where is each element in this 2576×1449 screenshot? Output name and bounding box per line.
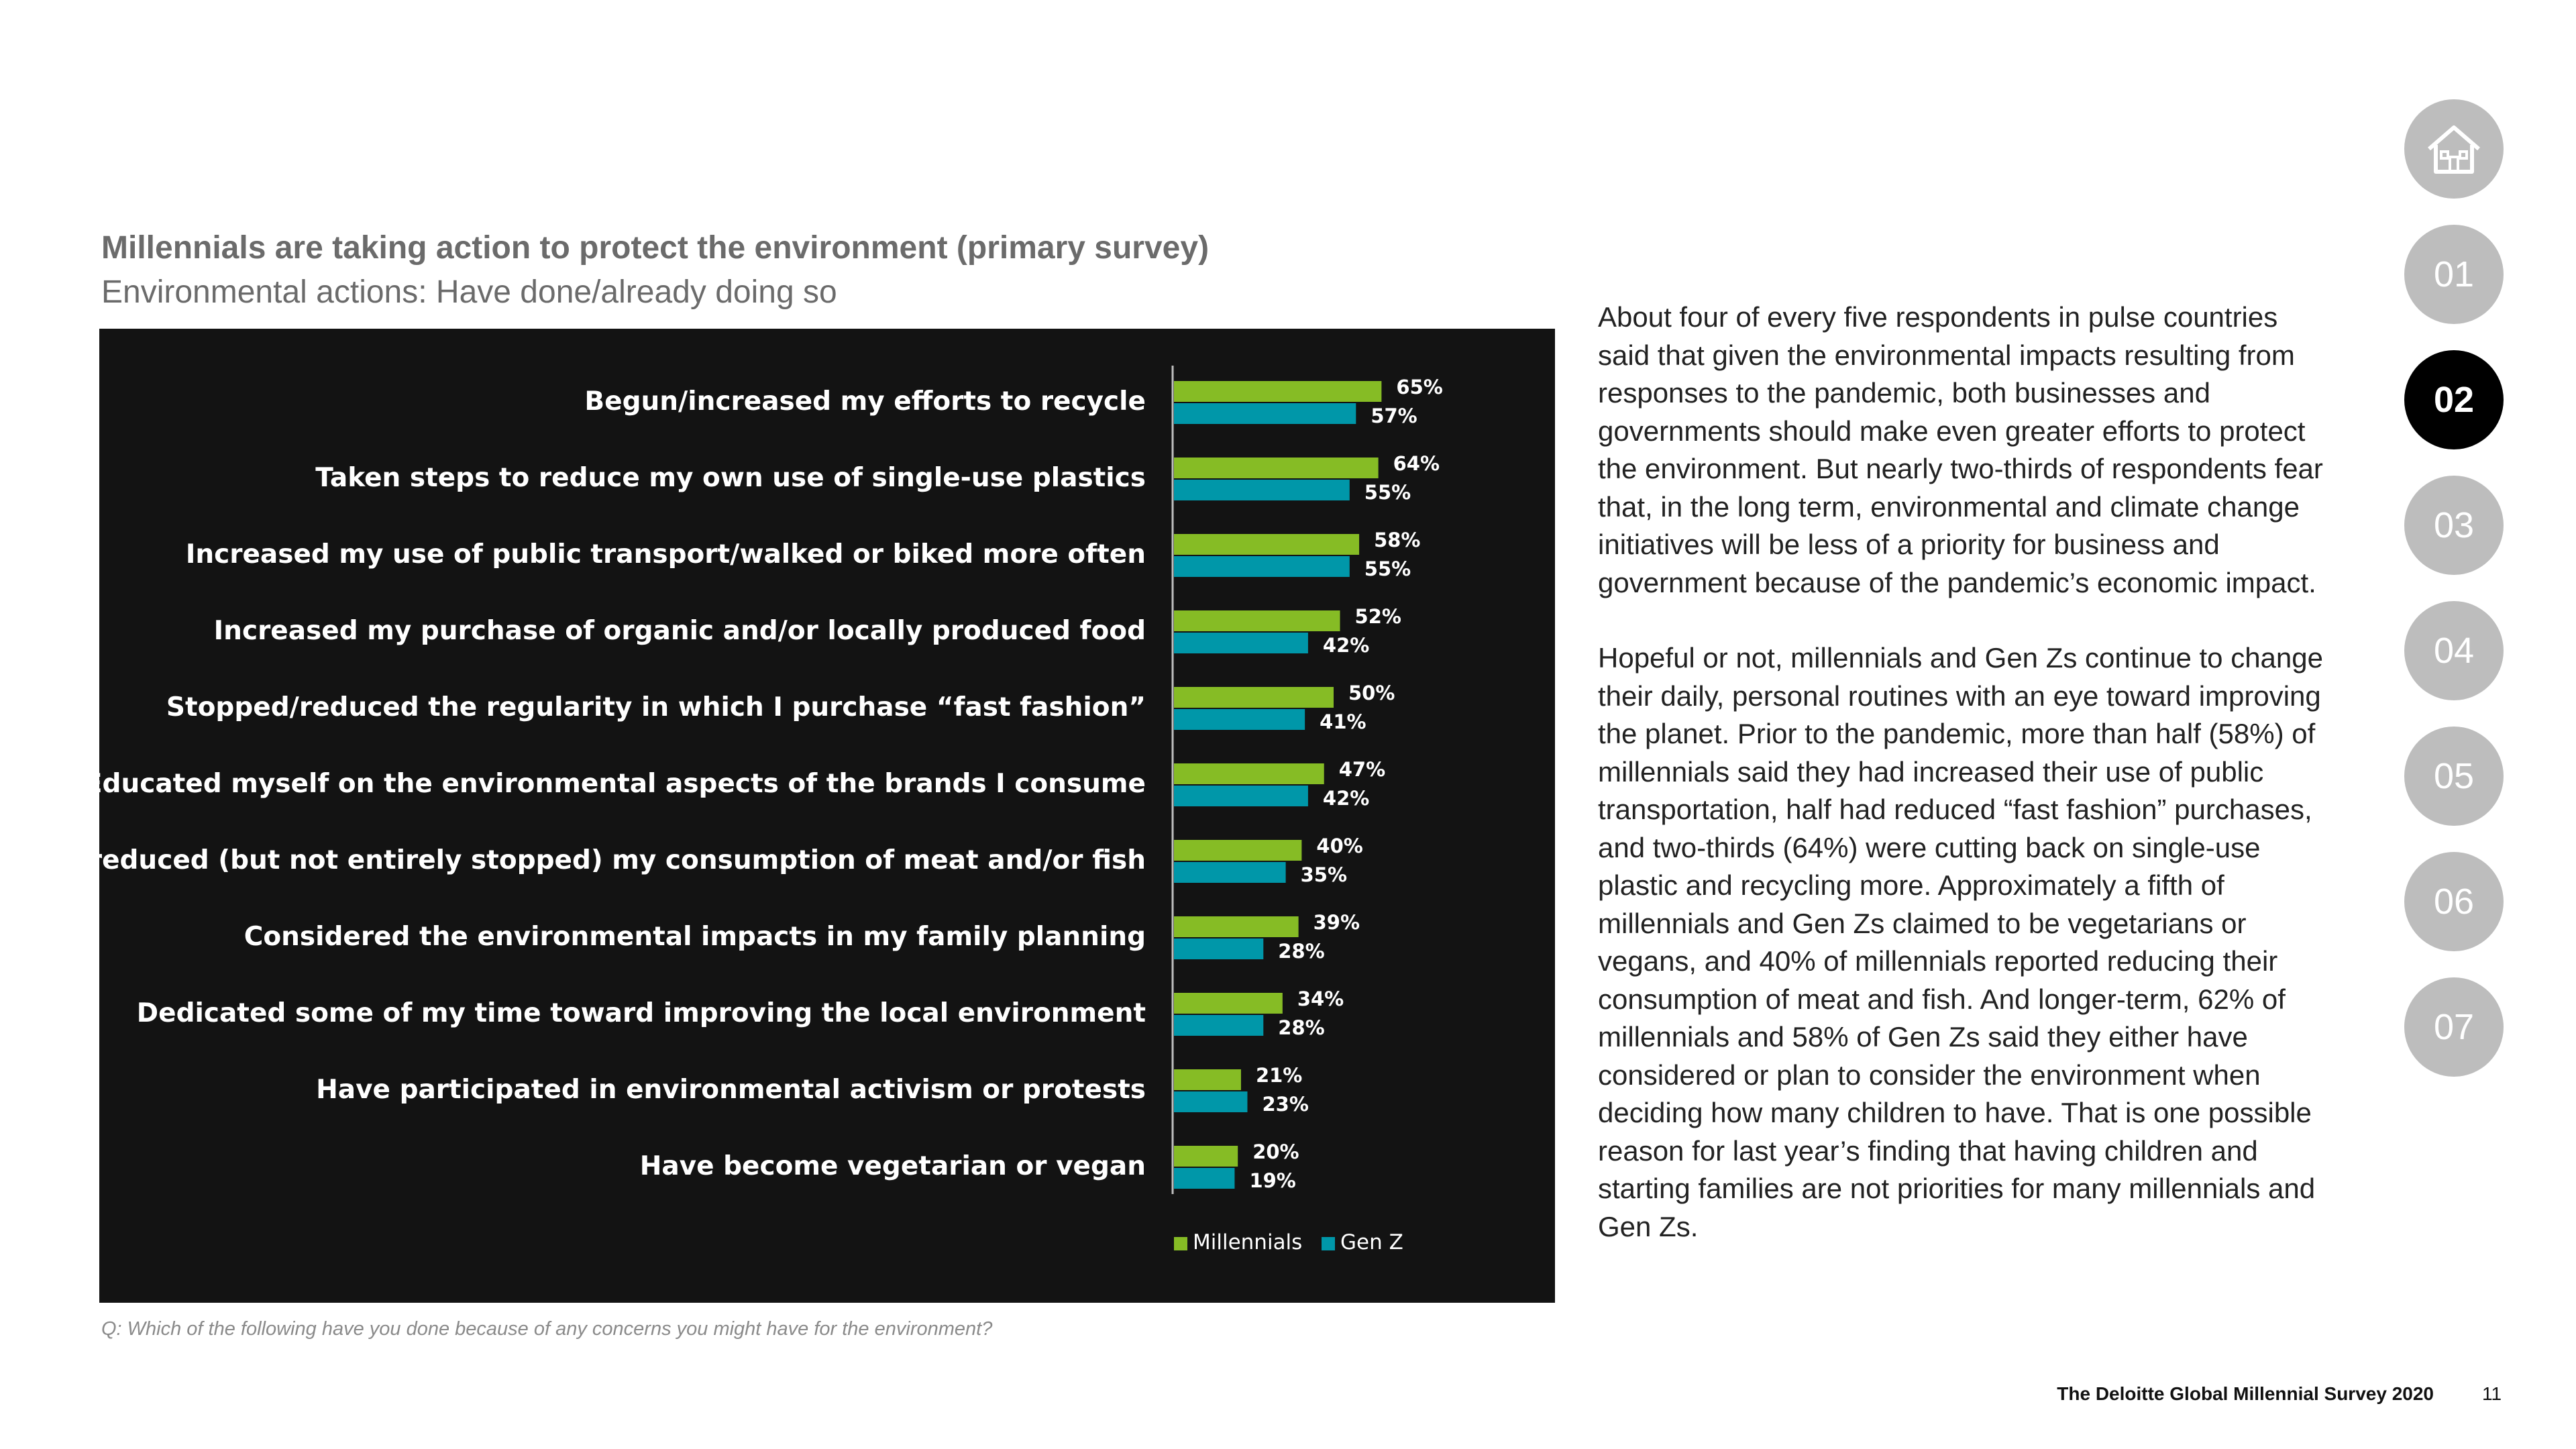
legend-swatch-millennials bbox=[1174, 1237, 1187, 1250]
bar-millennials bbox=[1174, 534, 1360, 555]
data-label: 21% bbox=[1256, 1064, 1302, 1087]
category-label: Begun/increased my efforts to recycle bbox=[584, 386, 1146, 417]
bar-millennials bbox=[1174, 381, 1382, 402]
category-label: Have participated in environmental activ… bbox=[316, 1075, 1146, 1105]
bar-genz bbox=[1174, 862, 1286, 883]
body-paragraph-1: About four of every five respondents in … bbox=[1598, 301, 2323, 598]
category-label: Educated myself on the environmental asp… bbox=[99, 769, 1146, 799]
bar-genz bbox=[1174, 1168, 1235, 1189]
bar-millennials bbox=[1174, 1069, 1241, 1090]
nav-item-04[interactable]: 04 bbox=[2404, 601, 2504, 700]
data-label: 40% bbox=[1316, 835, 1362, 857]
data-label: 39% bbox=[1313, 911, 1360, 934]
nav-item-05[interactable]: 05 bbox=[2404, 727, 2504, 826]
legend-label-millennials: Millennials bbox=[1193, 1230, 1302, 1254]
nav-item-07[interactable]: 07 bbox=[2404, 977, 2504, 1077]
page-number: 11 bbox=[2482, 1383, 2502, 1404]
category-label: Considered the environmental impacts in … bbox=[244, 922, 1146, 952]
chart-subtitle: Environmental actions: Have done/already… bbox=[101, 274, 837, 310]
data-label: 65% bbox=[1396, 376, 1442, 398]
bar-chart: Begun/increased my efforts to recycle 65%… bbox=[99, 366, 1443, 1254]
category-label: Increased my use of public transport/wal… bbox=[186, 539, 1146, 570]
data-label: 42% bbox=[1323, 787, 1369, 810]
category-label: Stopped/reduced the regularity in which … bbox=[166, 692, 1146, 722]
data-label: 52% bbox=[1355, 605, 1401, 628]
nav-item-01[interactable]: 01 bbox=[2404, 225, 2504, 324]
data-label: 20% bbox=[1252, 1140, 1299, 1163]
bar-millennials bbox=[1174, 916, 1299, 937]
data-label: 57% bbox=[1371, 405, 1417, 427]
bar-genz bbox=[1174, 938, 1264, 959]
data-label: 42% bbox=[1323, 634, 1369, 657]
legend-swatch-genz bbox=[1322, 1237, 1335, 1250]
bar-genz bbox=[1174, 709, 1305, 730]
body-text: About four of every five respondents in … bbox=[1598, 299, 2329, 1283]
bar-millennials bbox=[1174, 610, 1340, 631]
data-label: 47% bbox=[1339, 758, 1385, 781]
data-label: 19% bbox=[1249, 1169, 1295, 1192]
data-label: 55% bbox=[1364, 481, 1411, 504]
nav-item-03[interactable]: 03 bbox=[2404, 476, 2504, 575]
data-label: 50% bbox=[1348, 682, 1395, 704]
legend-label-genz: Gen Z bbox=[1340, 1230, 1403, 1254]
footer-title: The Deloitte Global Millennial Survey 20… bbox=[2057, 1383, 2434, 1404]
bar-genz bbox=[1174, 1091, 1248, 1112]
bar-genz bbox=[1174, 1015, 1264, 1036]
chart-panel: Begun/increased my efforts to recycle 65%… bbox=[99, 329, 1555, 1303]
bar-genz bbox=[1174, 403, 1356, 424]
survey-question: Q: Which of the following have you done … bbox=[101, 1318, 993, 1340]
category-label: Have reduced (but not entirely stopped) … bbox=[99, 845, 1146, 875]
data-label: 55% bbox=[1364, 557, 1411, 580]
body-paragraph-2: Hopeful or not, millennials and Gen Zs c… bbox=[1598, 642, 2323, 1242]
bar-millennials bbox=[1174, 1146, 1238, 1167]
bar-millennials bbox=[1174, 840, 1302, 861]
chart-title: Millennials are taking action to protect… bbox=[101, 230, 1210, 266]
data-label: 28% bbox=[1278, 1016, 1324, 1039]
category-label: Taken steps to reduce my own use of sing… bbox=[315, 463, 1146, 493]
category-label: Dedicated some of my time toward improvi… bbox=[137, 998, 1146, 1028]
bar-genz bbox=[1174, 633, 1308, 653]
bar-genz bbox=[1174, 556, 1350, 577]
bar-millennials bbox=[1174, 763, 1324, 784]
bar-genz bbox=[1174, 786, 1308, 806]
bar-millennials bbox=[1174, 687, 1334, 708]
bar-genz bbox=[1174, 480, 1350, 500]
data-label: 41% bbox=[1320, 710, 1366, 733]
category-label: Increased my purchase of organic and/or … bbox=[214, 616, 1146, 646]
data-label: 34% bbox=[1297, 987, 1344, 1010]
nav-item-02[interactable]: 02 bbox=[2404, 350, 2504, 449]
data-label: 64% bbox=[1393, 452, 1440, 475]
data-label: 23% bbox=[1262, 1093, 1308, 1116]
home-button[interactable] bbox=[2404, 99, 2504, 199]
bar-millennials bbox=[1174, 993, 1283, 1014]
nav-item-06[interactable]: 06 bbox=[2404, 852, 2504, 951]
home-icon bbox=[2428, 125, 2480, 174]
data-label: 58% bbox=[1374, 529, 1420, 551]
bar-millennials bbox=[1174, 458, 1379, 478]
data-label: 28% bbox=[1278, 940, 1324, 963]
category-label: Have become vegetarian or vegan bbox=[640, 1151, 1146, 1181]
data-label: 35% bbox=[1301, 863, 1347, 886]
